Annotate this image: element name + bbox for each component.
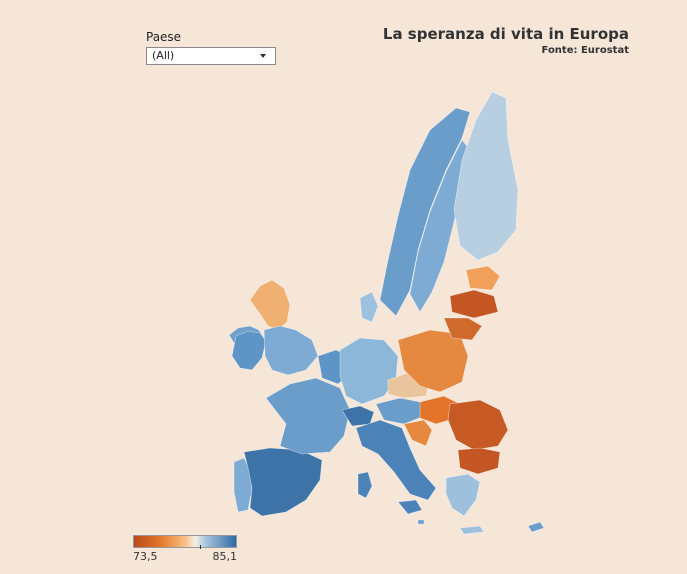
chevron-down-icon[interactable] (260, 54, 266, 58)
region-greece[interactable] (445, 473, 481, 517)
region-sicily[interactable] (397, 499, 423, 515)
region-poland[interactable] (397, 329, 469, 393)
region-italy[interactable] (355, 419, 437, 501)
region-france[interactable] (265, 377, 351, 455)
legend-min: 73,5 (133, 550, 158, 563)
source-label: Fonte: Eurostat (541, 45, 629, 56)
country-filter: Paese (All) (146, 30, 276, 65)
region-uk-north[interactable] (249, 279, 291, 331)
region-croatia[interactable] (403, 419, 433, 447)
region-cyprus[interactable] (527, 521, 545, 533)
country-select[interactable]: (All) (146, 47, 276, 65)
region-crete[interactable] (459, 525, 485, 535)
region-bulgaria[interactable] (457, 447, 501, 475)
region-portugal[interactable] (233, 457, 253, 513)
region-estonia[interactable] (465, 265, 501, 291)
country-select-value: (All) (152, 49, 175, 62)
page-title: La speranza di vita in Europa (382, 25, 629, 43)
region-ireland[interactable] (231, 330, 267, 371)
region-lithuania[interactable] (443, 317, 483, 341)
region-norway[interactable] (379, 107, 471, 317)
region-romania[interactable] (447, 399, 509, 451)
region-finland[interactable] (453, 91, 519, 261)
header: La speranza di vita in Europa Fonte: Eur… (383, 25, 629, 56)
region-austria[interactable] (375, 397, 425, 425)
region-spain[interactable] (243, 447, 323, 517)
legend-max: 85,1 (212, 550, 238, 563)
legend-tick (200, 545, 201, 549)
color-legend: 73,5 85,1 (133, 535, 237, 563)
filter-label: Paese (146, 30, 182, 44)
region-malta[interactable] (417, 519, 425, 525)
region-sardinia[interactable] (357, 471, 373, 499)
region-denmark[interactable] (359, 291, 379, 323)
region-uk-south[interactable] (263, 325, 319, 376)
legend-gradient (133, 535, 237, 549)
region-latvia[interactable] (449, 289, 499, 319)
region-switzerland[interactable] (341, 405, 375, 427)
